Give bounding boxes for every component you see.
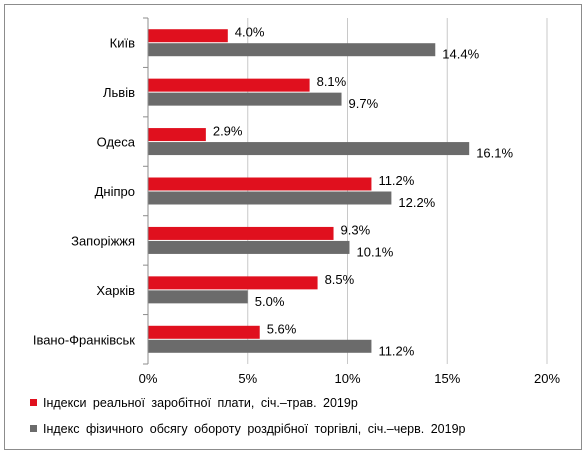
category-label: Харків [96,283,135,298]
bar-retail [148,92,342,106]
category-labels: Київ Львів Одеса Дніпро Запоріжжя Харків Івано… [33,17,148,365]
bar-retail [148,240,350,254]
x-tick-label: 0% [139,371,158,386]
data-label-retail: 12.2% [398,195,435,210]
data-label-wages: 8.5% [325,272,355,287]
category-label: Київ [110,36,135,51]
bar-retail [148,43,436,57]
category-label: Львів [103,85,135,100]
data-label-wages: 2.9% [213,124,243,139]
data-labels: 4.0% 8.1% 2.9% 11.2% 9.3% 8.5% 5.6% 14.4% 9.7% 16… [213,25,514,359]
x-tick-label: 20% [534,371,560,386]
gridlines [247,18,548,364]
data-label-retail: 5.0% [255,294,285,309]
data-label-wages: 8.1% [317,74,347,89]
bar-wages [148,177,372,191]
bar-retail [148,142,470,156]
data-label-retail: 11.2% [378,343,414,358]
category-label: Івано-Франківськ [33,332,135,347]
bar-wages [148,276,318,290]
bar-wages [148,325,260,339]
bar-wages [148,226,334,240]
legend-item-retail: Індекс фізичного обсягу обороту роздрібн… [30,422,465,436]
bar-retail [148,339,372,353]
x-tick-label: 5% [238,371,257,386]
data-label-wages: 11.2% [378,173,414,188]
data-label-retail: 14.4% [442,47,479,62]
legend-label-retail: Індекс фізичного обсягу обороту роздрібн… [43,422,466,436]
legend-swatch-retail [30,425,37,432]
bars [148,29,470,353]
legend-label-wages: Індекси реальної заробітної плати, січ.–… [43,396,358,410]
category-label: Дніпро [95,184,135,199]
data-label-wages: 5.6% [267,321,297,336]
bar-wages [148,78,310,92]
data-label-wages: 9.3% [341,222,371,237]
legend-item-wages: Індекси реальної заробітної плати, січ.–… [30,396,358,410]
bar-wages [148,128,206,142]
x-axis-ticks: 0% 5% 10% 15% 20% [139,371,561,386]
x-tick-label: 15% [434,371,460,386]
data-label-retail: 9.7% [349,96,379,111]
category-label: Запоріжжя [71,233,135,248]
bar-wages [148,29,228,43]
category-label: Одеса [97,135,136,150]
legend-swatch-wages [30,399,37,406]
bar-retail [148,191,392,205]
data-label-retail: 10.1% [356,244,393,259]
bar-retail [148,290,248,304]
data-label-wages: 4.0% [235,25,265,40]
x-tick-label: 10% [334,371,360,386]
data-label-retail: 16.1% [476,146,513,161]
